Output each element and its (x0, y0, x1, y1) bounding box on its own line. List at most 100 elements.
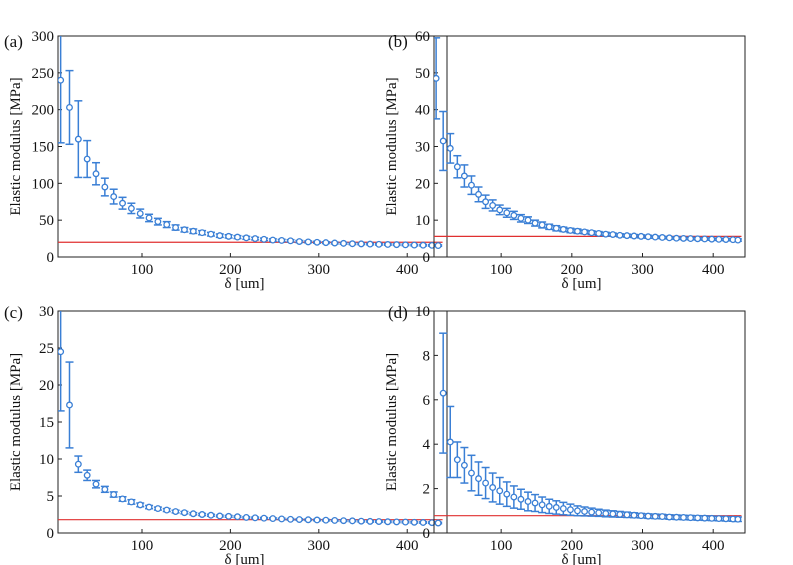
data-point (278, 236, 286, 244)
data-point (287, 237, 294, 245)
data-point (384, 518, 392, 526)
x-tick-label: 200 (219, 262, 242, 278)
data-point (489, 201, 497, 209)
y-tick-label: 150 (32, 140, 55, 156)
data-point (658, 234, 666, 241)
data-point (538, 221, 546, 229)
data-point (251, 514, 259, 522)
data-point (348, 517, 356, 525)
data-point (242, 514, 250, 521)
data-point (680, 514, 687, 521)
data-point (708, 514, 716, 522)
data-point (401, 241, 409, 249)
data-point (66, 104, 73, 111)
data-point (357, 517, 365, 525)
data-point (410, 241, 418, 249)
data-point (92, 170, 100, 178)
data-point (665, 513, 673, 521)
data-point (616, 510, 624, 518)
data-point (715, 515, 723, 523)
data-point (225, 512, 233, 520)
x-tick-label: 200 (561, 262, 584, 278)
data-point (468, 181, 475, 189)
data-point (715, 235, 723, 243)
data-point (180, 226, 188, 234)
data-point (446, 438, 454, 446)
data-point (496, 487, 504, 495)
y-axis-label: Elastic modulus [MPa] (384, 353, 400, 491)
data-point (545, 223, 553, 231)
data-point (623, 232, 631, 240)
data-point (722, 515, 730, 523)
y-tick-label: 200 (32, 103, 55, 119)
data-point (545, 502, 553, 510)
x-axis-label: δ [um] (562, 276, 602, 292)
y-tick-label: 2 (423, 482, 431, 498)
data-point (83, 471, 91, 479)
data-point (419, 519, 427, 526)
data-point (83, 155, 91, 163)
data-point (687, 514, 695, 522)
data-point (588, 229, 596, 237)
y-tick-label: 5 (47, 489, 55, 505)
data-point (517, 214, 525, 222)
data-point (66, 401, 73, 409)
data-point (734, 236, 742, 244)
y-tick-label: 4 (423, 437, 431, 453)
panel-label: (d) (388, 303, 408, 322)
data-point (559, 225, 567, 233)
panel-label: (b) (388, 32, 408, 51)
data-point (74, 135, 82, 143)
data-point (588, 508, 596, 516)
y-tick-label: 100 (32, 176, 55, 192)
y-tick-label: 15 (39, 415, 54, 431)
data-point (313, 238, 321, 246)
data-point (269, 515, 277, 523)
x-tick-label: 100 (490, 538, 513, 554)
data-layer (58, 36, 443, 250)
panel-label: (a) (4, 32, 23, 51)
data-point (234, 233, 241, 241)
y-axis-label: Elastic modulus [MPa] (384, 77, 400, 215)
data-point (119, 495, 126, 503)
data-point (644, 233, 652, 241)
data-point (163, 221, 171, 229)
data-point (304, 516, 312, 524)
y-tick-label: 10 (415, 304, 430, 320)
data-point (644, 512, 652, 520)
data-point (651, 512, 659, 520)
data-point (180, 509, 188, 517)
data-point (340, 517, 348, 525)
data-point (574, 227, 581, 235)
data-point (503, 209, 511, 217)
data-point (101, 485, 109, 493)
data-point (260, 235, 268, 243)
data-point (269, 236, 277, 244)
y-tick-label: 50 (39, 213, 54, 229)
panel-d: 0 2 4 6 8 10 100 200 300 400 δ [um] Elastic modulus… (384, 303, 746, 565)
data-point (524, 498, 532, 505)
data-point (503, 490, 511, 498)
x-tick-label: 100 (131, 262, 154, 278)
data-point (595, 229, 603, 237)
x-tick-label: 100 (490, 262, 513, 278)
data-point (453, 456, 461, 464)
data-point (687, 235, 695, 243)
data-point (410, 518, 418, 526)
y-tick-label: 60 (415, 29, 430, 45)
data-point (637, 232, 645, 240)
data-point (566, 227, 574, 234)
y-tick-label: 10 (39, 452, 54, 468)
data-point (566, 506, 574, 514)
y-axis-label: Elastic modulus [MPa] (8, 353, 24, 491)
data-point (419, 241, 427, 249)
data-point (658, 513, 666, 521)
data-point (630, 232, 638, 240)
data-point (198, 229, 206, 237)
data-point (552, 224, 560, 232)
data-point (694, 514, 702, 522)
data-point (58, 348, 65, 356)
data-point (287, 515, 294, 523)
